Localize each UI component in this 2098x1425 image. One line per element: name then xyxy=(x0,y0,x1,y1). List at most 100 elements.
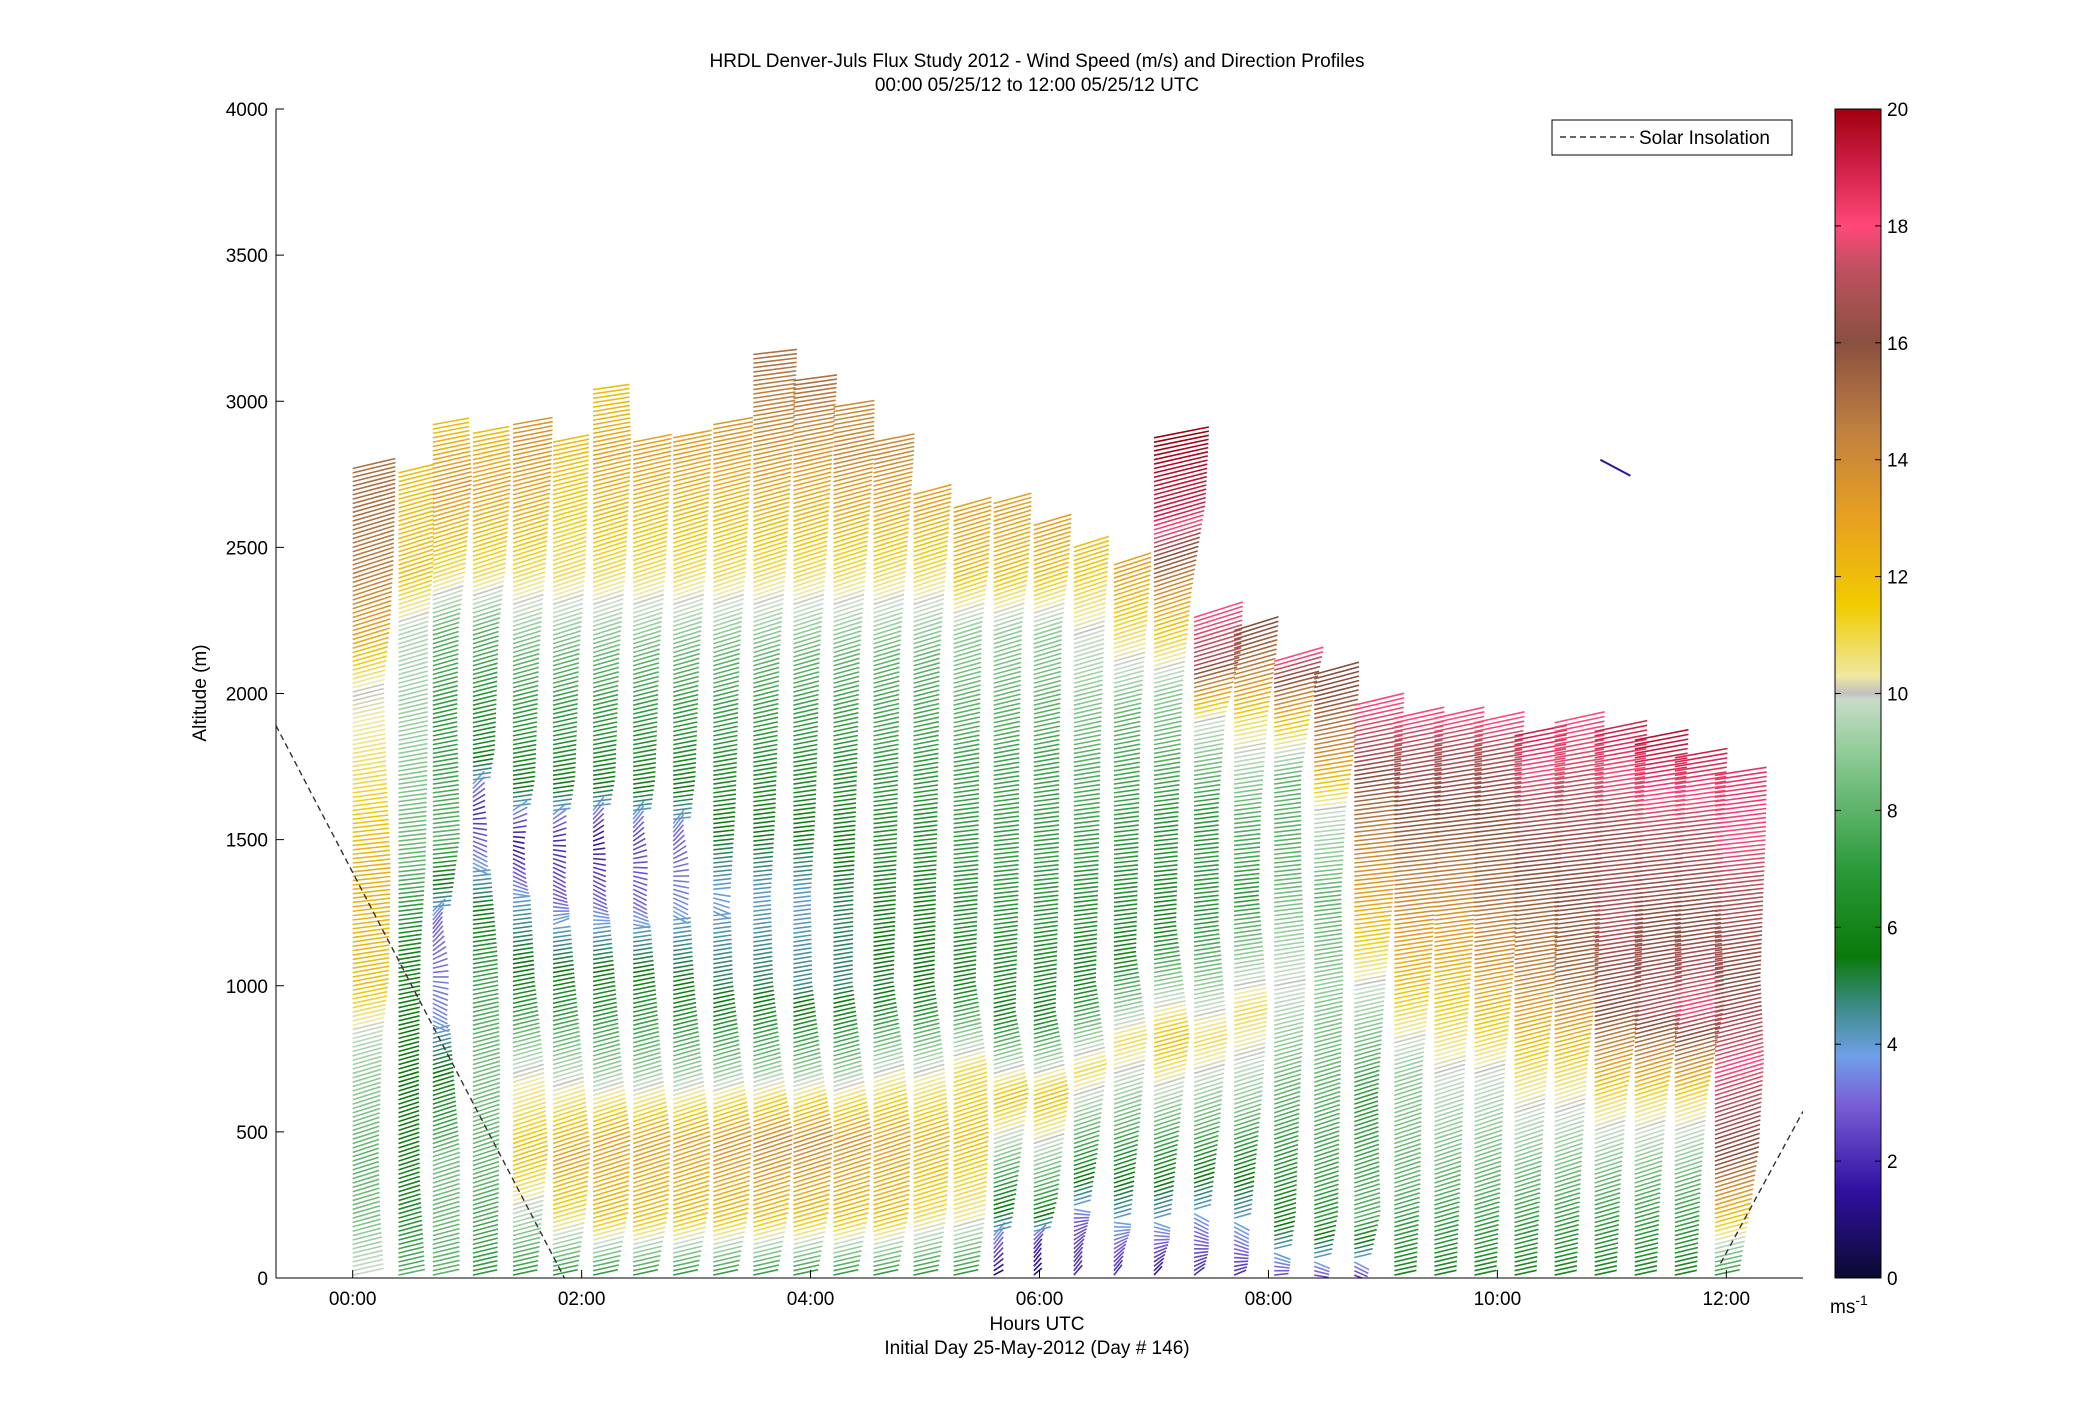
wind-vector xyxy=(398,1210,422,1219)
wind-vector xyxy=(552,675,579,685)
wind-vector xyxy=(512,942,534,948)
wind-vector xyxy=(552,1198,588,1211)
wind-vector xyxy=(633,866,648,869)
wind-vector xyxy=(398,819,427,825)
wind-vector xyxy=(592,938,612,943)
wind-vector xyxy=(352,1205,381,1215)
wind-vector xyxy=(432,957,448,965)
wind-vector xyxy=(512,707,538,715)
wind-vector xyxy=(592,897,608,906)
wind-vector xyxy=(352,466,396,479)
wind-vector xyxy=(552,1034,581,1044)
wind-vector xyxy=(592,1080,624,1092)
wind-vector xyxy=(472,535,508,549)
wind-vector xyxy=(472,799,486,807)
wind-vector xyxy=(472,866,490,876)
wind-vector xyxy=(592,875,607,883)
wind-vector xyxy=(512,968,535,974)
wind-vector xyxy=(398,890,425,895)
wind-vector xyxy=(472,753,495,759)
wind-vector xyxy=(552,857,567,864)
wind-vector xyxy=(512,1026,540,1035)
wind-vector xyxy=(472,562,507,575)
wind-vector xyxy=(432,725,458,733)
wind-vector xyxy=(552,955,574,961)
wind-vector xyxy=(552,1135,590,1149)
wind-vector xyxy=(398,783,428,790)
wind-vector xyxy=(512,721,538,728)
wind-vector xyxy=(552,620,582,632)
wind-vector xyxy=(552,1118,588,1132)
wind-vector xyxy=(432,1214,460,1224)
wind-vector xyxy=(472,903,494,908)
wind-vector xyxy=(472,1056,501,1066)
wind-vector xyxy=(512,875,528,884)
wind-vector xyxy=(432,1041,452,1048)
wind-vector xyxy=(472,496,510,509)
wind-vector xyxy=(552,671,579,680)
wind-vector xyxy=(432,1138,460,1149)
wind-vector xyxy=(472,471,511,483)
wind-vector xyxy=(352,1116,380,1127)
wind-vector xyxy=(512,518,549,531)
wind-vector xyxy=(432,1049,453,1057)
wind-vector xyxy=(512,1105,546,1119)
wind-vector xyxy=(512,748,537,755)
wind-vector xyxy=(512,871,527,880)
wind-vector xyxy=(592,1221,627,1233)
wind-vector xyxy=(472,1005,499,1013)
wind-vector xyxy=(432,1205,460,1215)
wind-vector xyxy=(552,1259,580,1268)
wind-vector xyxy=(512,1144,548,1158)
wind-vector xyxy=(472,1018,500,1026)
wind-vector xyxy=(512,929,533,934)
wind-vector xyxy=(552,934,572,939)
wind-vector xyxy=(352,1165,380,1176)
wind-vector xyxy=(432,1245,460,1254)
wind-vector xyxy=(552,942,573,948)
wind-vector xyxy=(398,692,428,702)
wind-vector xyxy=(398,1171,420,1180)
wind-vector xyxy=(432,828,460,834)
wind-vector xyxy=(552,976,575,983)
wind-vector xyxy=(472,849,488,858)
wind-vector xyxy=(352,1008,386,1018)
wind-vector xyxy=(352,733,386,742)
wind-vector xyxy=(512,806,528,816)
wind-vector xyxy=(592,1135,631,1149)
wind-vector xyxy=(398,544,434,557)
wind-vector xyxy=(512,997,537,1005)
wind-vector xyxy=(472,899,494,904)
wind-vector xyxy=(472,1219,499,1228)
wind-vector xyxy=(472,492,511,505)
wind-vector xyxy=(472,817,487,820)
wind-vector xyxy=(398,1092,420,1101)
wind-vector xyxy=(432,630,459,641)
wind-vector xyxy=(552,1203,587,1215)
wind-vector xyxy=(592,1212,629,1224)
wind-vector xyxy=(432,770,459,777)
wind-vector xyxy=(398,1002,420,1009)
wind-vector xyxy=(512,892,531,898)
wind-vector xyxy=(592,1254,621,1263)
wind-vector xyxy=(398,823,427,829)
wind-vector xyxy=(552,1043,581,1053)
wind-vector xyxy=(472,787,486,798)
wind-vector xyxy=(432,1254,460,1263)
wind-vector xyxy=(472,680,498,689)
wind-vector xyxy=(592,993,617,1000)
wind-vector xyxy=(552,925,571,930)
wind-vector xyxy=(512,1009,539,1018)
wind-vector xyxy=(512,903,531,908)
wind-vector xyxy=(552,789,574,794)
wind-vector xyxy=(592,1235,624,1246)
wind-vector xyxy=(398,859,426,864)
wind-vector xyxy=(398,1114,420,1123)
wind-vector xyxy=(432,1169,460,1180)
wind-vector xyxy=(472,946,498,952)
wind-vector xyxy=(472,1051,501,1062)
wind-vector xyxy=(592,1001,617,1009)
wind-vector xyxy=(352,1187,380,1197)
wind-vector xyxy=(432,1062,454,1070)
wind-vector xyxy=(398,1088,420,1097)
